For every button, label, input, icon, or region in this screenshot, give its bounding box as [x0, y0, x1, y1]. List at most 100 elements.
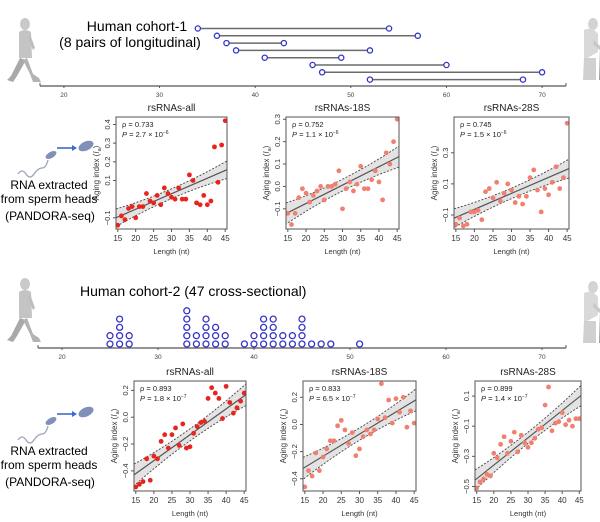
x-tick-label: 45: [393, 234, 402, 243]
participant-dot: [211, 323, 220, 332]
data-point: [286, 210, 291, 216]
data-point: [457, 215, 462, 221]
side-label-line3: (PANDORA-seq): [5, 209, 95, 223]
data-point: [144, 191, 149, 196]
longitudinal-pair: [232, 47, 374, 54]
data-point: [389, 420, 395, 426]
followup-point: [519, 76, 527, 83]
y-axis-label: Aging index (Ia): [110, 408, 121, 463]
data-point: [347, 179, 353, 185]
data-point: [158, 438, 164, 444]
baseline-point: [309, 61, 316, 69]
data-point: [222, 118, 227, 124]
p-value-annotation: P = 1.5 × 10−6: [460, 130, 507, 139]
data-point: [539, 425, 545, 431]
longitudinal-pair: [309, 61, 450, 69]
y-axis-label: Aging index (Ia): [279, 408, 290, 463]
data-point: [331, 438, 337, 444]
data-point: [494, 455, 500, 461]
participant-dot: [327, 340, 335, 348]
participant-dot: [115, 323, 124, 332]
data-point: [176, 442, 182, 448]
data-point: [520, 201, 526, 207]
lower-ci-line: [475, 405, 581, 491]
data-point: [531, 167, 537, 173]
data-point: [320, 454, 326, 460]
data-point: [527, 175, 533, 181]
data-point: [169, 194, 174, 200]
data-point: [486, 186, 492, 191]
data-point: [318, 184, 324, 189]
followup-point: [414, 32, 422, 40]
p-value-annotation: P = 1.8 × 10−7: [140, 394, 187, 403]
participant-dot: [202, 332, 210, 340]
x-tick-label: 15: [131, 496, 140, 505]
age-tick-label: 30: [154, 354, 162, 361]
cohort2-title: Human cohort-2 (47 cross-sectional): [80, 283, 306, 299]
plot-title: rsRNAs-18S: [315, 103, 371, 114]
data-point: [342, 427, 348, 433]
x-tick-label: 45: [221, 234, 230, 243]
scatter-plot-c1-18s: rsRNAs-18S 15 20 25 30 35 40 45 −0.1 0.0 0.1 0.2 0.3…: [262, 103, 402, 256]
y-tick-label: 0.3: [103, 138, 112, 148]
followup-point: [338, 54, 345, 61]
plot-title: rsRNAs-all: [166, 367, 214, 378]
participant-dot: [125, 340, 133, 348]
x-tick-label: 30: [507, 234, 516, 243]
data-point: [408, 408, 413, 414]
data-point: [357, 446, 362, 452]
data-point: [165, 445, 171, 451]
data-point: [475, 485, 480, 491]
rho-annotation: ρ = 0.745: [460, 120, 492, 129]
baseline-point: [213, 32, 221, 40]
x-axis-label: Length (nt): [493, 247, 530, 256]
upper-ci-line: [286, 145, 399, 204]
data-point: [183, 196, 189, 202]
participant-dot: [115, 332, 124, 340]
x-tick-label: 15: [451, 234, 460, 243]
data-point: [317, 468, 322, 474]
y-tick-label: 0.1: [462, 391, 471, 401]
participant-dot: [259, 315, 268, 323]
regression-line: [116, 169, 227, 219]
lower-ci-line: [454, 177, 569, 229]
data-point: [400, 394, 406, 400]
x-tick-label: 20: [319, 496, 328, 505]
x-tick-label: 15: [283, 234, 292, 243]
scatter-plot-c2-28s: rsRNAs-28S 15 20 25 30 35 40 45 −0.5 −0.3 −0.1 0.1 L…: [451, 367, 584, 518]
data-point: [509, 187, 514, 193]
data-point: [194, 200, 199, 206]
data-point: [501, 434, 507, 440]
side-label-2: RNA extracted from sperm heads (PANDORA-…: [1, 406, 97, 489]
x-tick-label: 45: [563, 234, 572, 243]
data-point: [176, 185, 182, 191]
data-point: [313, 450, 319, 456]
data-point: [491, 450, 497, 456]
young-person-icon: [7, 18, 41, 82]
x-tick-label: 40: [222, 496, 231, 505]
cohort1-pairs: [194, 25, 546, 83]
participant-dot: [125, 332, 133, 340]
data-point: [380, 197, 385, 203]
data-point: [523, 193, 529, 199]
data-point: [136, 204, 142, 210]
data-point: [556, 419, 562, 425]
young-person-icon: [7, 278, 41, 342]
side-label-line1: RNA extracted: [10, 178, 87, 192]
data-point: [241, 390, 246, 396]
x-tick-label: 20: [149, 496, 158, 505]
data-point: [382, 415, 388, 421]
plot-title: rsRNAs-18S: [332, 367, 388, 378]
age-tick-label: 50: [347, 92, 355, 99]
side-label-line3: (PANDORA-seq): [5, 475, 95, 489]
data-point: [378, 381, 384, 387]
participant-dot: [259, 332, 268, 340]
data-point: [172, 196, 178, 202]
data-point: [162, 432, 168, 438]
data-point: [230, 410, 236, 416]
y-tick-label: 0.1: [103, 175, 112, 185]
baseline-point: [223, 39, 230, 47]
followup-point: [443, 61, 450, 69]
rho-annotation: ρ = 0.833: [309, 384, 341, 393]
y-tick-label: 0.0: [273, 181, 282, 191]
